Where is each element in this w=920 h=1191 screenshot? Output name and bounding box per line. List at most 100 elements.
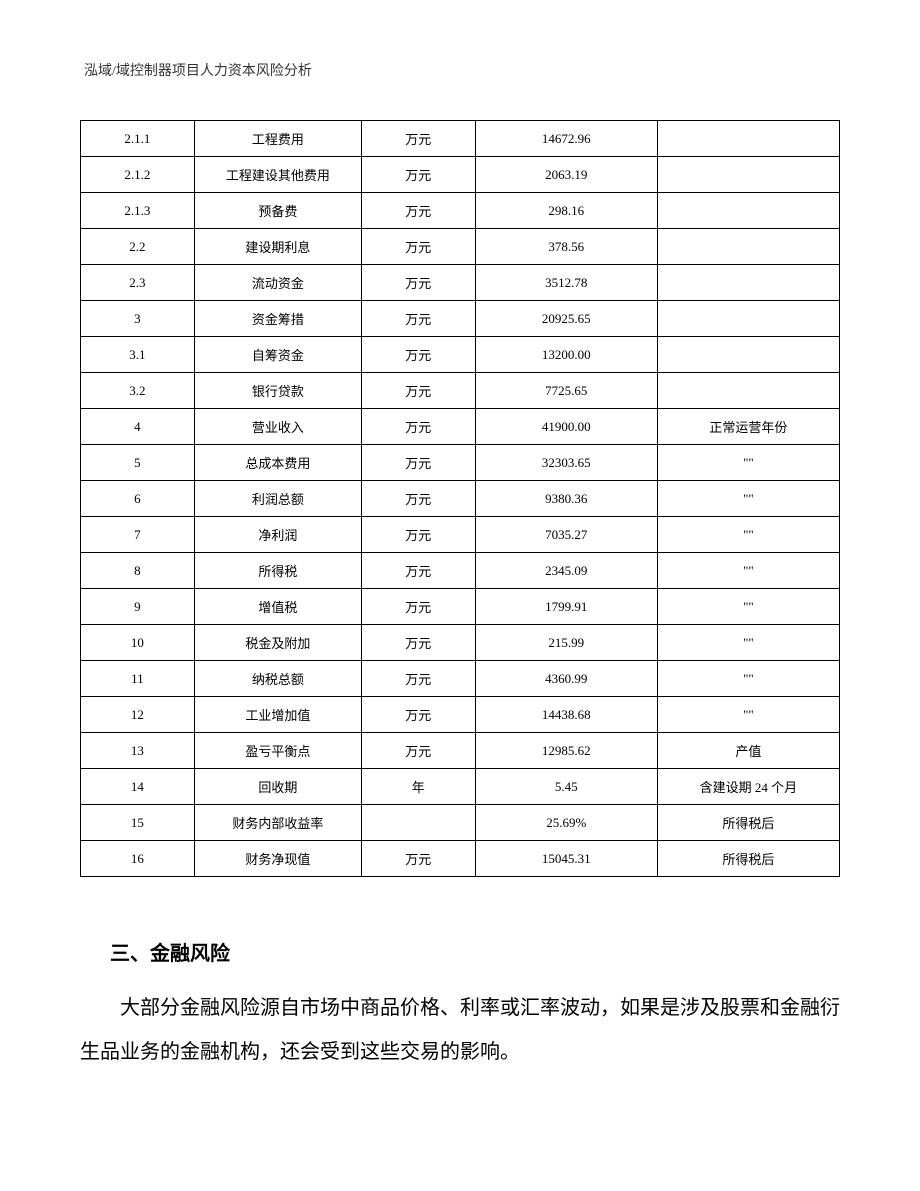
table-row: 14回收期年5.45含建设期 24 个月 [81, 769, 840, 805]
table-cell: 298.16 [475, 193, 657, 229]
table-cell: 工程建设其他费用 [194, 157, 361, 193]
table-row: 9增值税万元1799.91"" [81, 589, 840, 625]
table-cell: 资金筹措 [194, 301, 361, 337]
table-cell: 11 [81, 661, 195, 697]
table-cell: 所得税 [194, 553, 361, 589]
table-cell: 利润总额 [194, 481, 361, 517]
table-cell [361, 805, 475, 841]
table-cell [657, 301, 839, 337]
page-header: 泓域/域控制器项目人力资本风险分析 [84, 60, 840, 80]
table-cell: 6 [81, 481, 195, 517]
table-cell: 8 [81, 553, 195, 589]
table-cell: 3.2 [81, 373, 195, 409]
table-row: 15财务内部收益率25.69%所得税后 [81, 805, 840, 841]
table-cell: 万元 [361, 157, 475, 193]
table-cell: 万元 [361, 553, 475, 589]
table-cell: 万元 [361, 265, 475, 301]
table-cell: "" [657, 697, 839, 733]
table-cell: 盈亏平衡点 [194, 733, 361, 769]
table-cell: 7725.65 [475, 373, 657, 409]
table-cell: 所得税后 [657, 841, 839, 877]
table-cell: 万元 [361, 517, 475, 553]
table-cell: "" [657, 517, 839, 553]
table-cell: 万元 [361, 409, 475, 445]
table-cell: 万元 [361, 229, 475, 265]
table-cell: 378.56 [475, 229, 657, 265]
table-row: 5总成本费用万元32303.65"" [81, 445, 840, 481]
table-cell: "" [657, 661, 839, 697]
table-cell: "" [657, 589, 839, 625]
table-cell: 13 [81, 733, 195, 769]
table-cell: 财务净现值 [194, 841, 361, 877]
table-row: 4营业收入万元41900.00正常运营年份 [81, 409, 840, 445]
table-cell [657, 373, 839, 409]
table-row: 7净利润万元7035.27"" [81, 517, 840, 553]
table-cell: 年 [361, 769, 475, 805]
table-cell: 万元 [361, 301, 475, 337]
table-cell: 15045.31 [475, 841, 657, 877]
table-cell: 流动资金 [194, 265, 361, 301]
table-cell: 工程费用 [194, 121, 361, 157]
table-cell: 所得税后 [657, 805, 839, 841]
table-row: 16财务净现值万元15045.31所得税后 [81, 841, 840, 877]
table-row: 6利润总额万元9380.36"" [81, 481, 840, 517]
table-cell: 7 [81, 517, 195, 553]
table-cell: 工业增加值 [194, 697, 361, 733]
table-cell: 3 [81, 301, 195, 337]
table-cell: "" [657, 553, 839, 589]
table-cell: 14 [81, 769, 195, 805]
table-row: 10税金及附加万元215.99"" [81, 625, 840, 661]
table-row: 8所得税万元2345.09"" [81, 553, 840, 589]
table-row: 11纳税总额万元4360.99"" [81, 661, 840, 697]
table-row: 3.2银行贷款万元7725.65 [81, 373, 840, 409]
table-cell [657, 229, 839, 265]
table-cell: 13200.00 [475, 337, 657, 373]
table-cell: 10 [81, 625, 195, 661]
table-cell: 产值 [657, 733, 839, 769]
table-row: 2.3流动资金万元3512.78 [81, 265, 840, 301]
table-cell: 万元 [361, 337, 475, 373]
table-cell: 预备费 [194, 193, 361, 229]
table-cell [657, 265, 839, 301]
table-cell: 银行贷款 [194, 373, 361, 409]
table-cell: 9380.36 [475, 481, 657, 517]
table-cell: 建设期利息 [194, 229, 361, 265]
table-cell: 2345.09 [475, 553, 657, 589]
table-cell: 增值税 [194, 589, 361, 625]
financial-table: 2.1.1工程费用万元14672.962.1.2工程建设其他费用万元2063.1… [80, 120, 840, 877]
section-heading: 三、金融风险 [110, 937, 840, 966]
table-row: 2.1.2工程建设其他费用万元2063.19 [81, 157, 840, 193]
table-cell: 14438.68 [475, 697, 657, 733]
table-cell: 4 [81, 409, 195, 445]
table-cell: 215.99 [475, 625, 657, 661]
table-cell: 万元 [361, 373, 475, 409]
table-cell: "" [657, 625, 839, 661]
table-cell: 25.69% [475, 805, 657, 841]
table-cell: 含建设期 24 个月 [657, 769, 839, 805]
table-cell: 14672.96 [475, 121, 657, 157]
table-cell: 2063.19 [475, 157, 657, 193]
table-cell: "" [657, 445, 839, 481]
table-row: 3资金筹措万元20925.65 [81, 301, 840, 337]
table-cell [657, 193, 839, 229]
table-cell: 3.1 [81, 337, 195, 373]
table-cell: 12985.62 [475, 733, 657, 769]
table-cell: 2.1.3 [81, 193, 195, 229]
table-cell: 5 [81, 445, 195, 481]
table-cell: 16 [81, 841, 195, 877]
section-body: 大部分金融风险源自市场中商品价格、利率或汇率波动，如果是涉及股票和金融衍生品业务… [80, 986, 840, 1074]
table-cell: 纳税总额 [194, 661, 361, 697]
table-cell: 税金及附加 [194, 625, 361, 661]
table-row: 2.1.1工程费用万元14672.96 [81, 121, 840, 157]
table-cell: 32303.65 [475, 445, 657, 481]
table-cell: 万元 [361, 193, 475, 229]
table-cell [657, 337, 839, 373]
table-cell: 20925.65 [475, 301, 657, 337]
table-cell: 万元 [361, 661, 475, 697]
table-cell: 万元 [361, 481, 475, 517]
table-cell: 2.2 [81, 229, 195, 265]
table-cell: 万元 [361, 841, 475, 877]
table-cell: 1799.91 [475, 589, 657, 625]
table-cell: 万元 [361, 589, 475, 625]
table-cell: 万元 [361, 121, 475, 157]
